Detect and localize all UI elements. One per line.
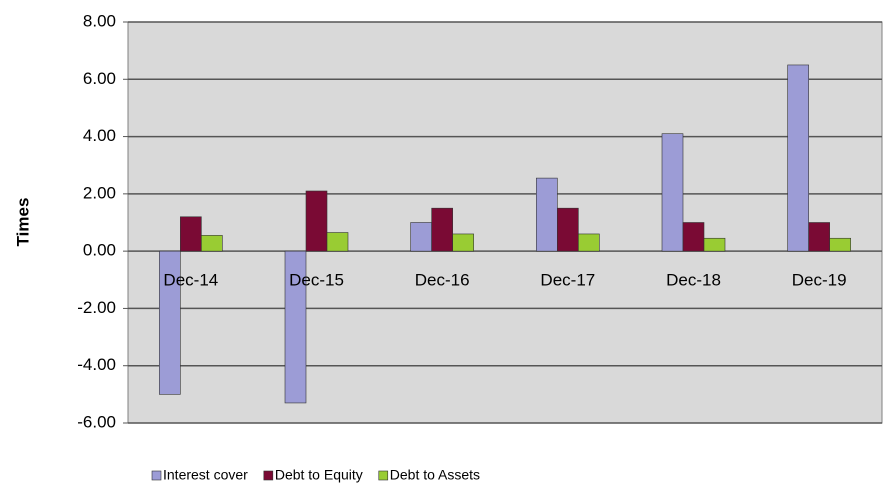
x-tick-label: Dec-14: [163, 271, 218, 290]
bar: [808, 222, 830, 252]
legend-swatch: [378, 470, 389, 481]
bar: [201, 235, 223, 252]
bar: [829, 237, 851, 252]
y-tick-label: 0.00: [83, 241, 116, 260]
legend-label: Debt to Equity: [275, 467, 363, 483]
legend-swatch: [263, 470, 274, 481]
legend: Interest cover Debt to Equity Debt to Asse…: [151, 467, 480, 483]
bar: [326, 232, 349, 252]
y-tick-label: -4.00: [77, 355, 116, 374]
bar: [703, 237, 726, 252]
bar: [305, 190, 328, 252]
bar: [410, 222, 432, 252]
y-tick-label: -2.00: [77, 298, 116, 317]
legend-label: Interest cover: [163, 467, 248, 483]
plot-area: [127, 21, 883, 424]
x-tick-label: Dec-15: [289, 271, 344, 290]
legend-swatch: [151, 470, 162, 481]
bar: [787, 64, 809, 252]
y-tick-label: 6.00: [83, 69, 116, 88]
y-tick-label: -6.00: [77, 412, 116, 431]
bar: [159, 250, 181, 395]
bar: [180, 216, 202, 252]
bar: [578, 233, 600, 252]
legend-label: Debt to Assets: [390, 467, 480, 483]
y-axis-label: Times: [13, 198, 32, 247]
bar: [452, 233, 474, 252]
x-tick-label: Dec-19: [792, 271, 847, 290]
y-tick-label: 4.00: [83, 126, 116, 145]
x-tick-label: Dec-18: [666, 271, 721, 290]
bar: [536, 177, 558, 252]
bar: [431, 207, 453, 252]
y-tick-label: 2.00: [83, 183, 116, 202]
bar: [557, 207, 579, 252]
x-tick-label: Dec-16: [415, 271, 470, 290]
x-tick-label: Dec-17: [540, 271, 595, 290]
bar: [661, 133, 684, 252]
y-tick-label: 8.00: [83, 11, 116, 30]
bar: [284, 250, 307, 404]
bar: [682, 222, 705, 252]
